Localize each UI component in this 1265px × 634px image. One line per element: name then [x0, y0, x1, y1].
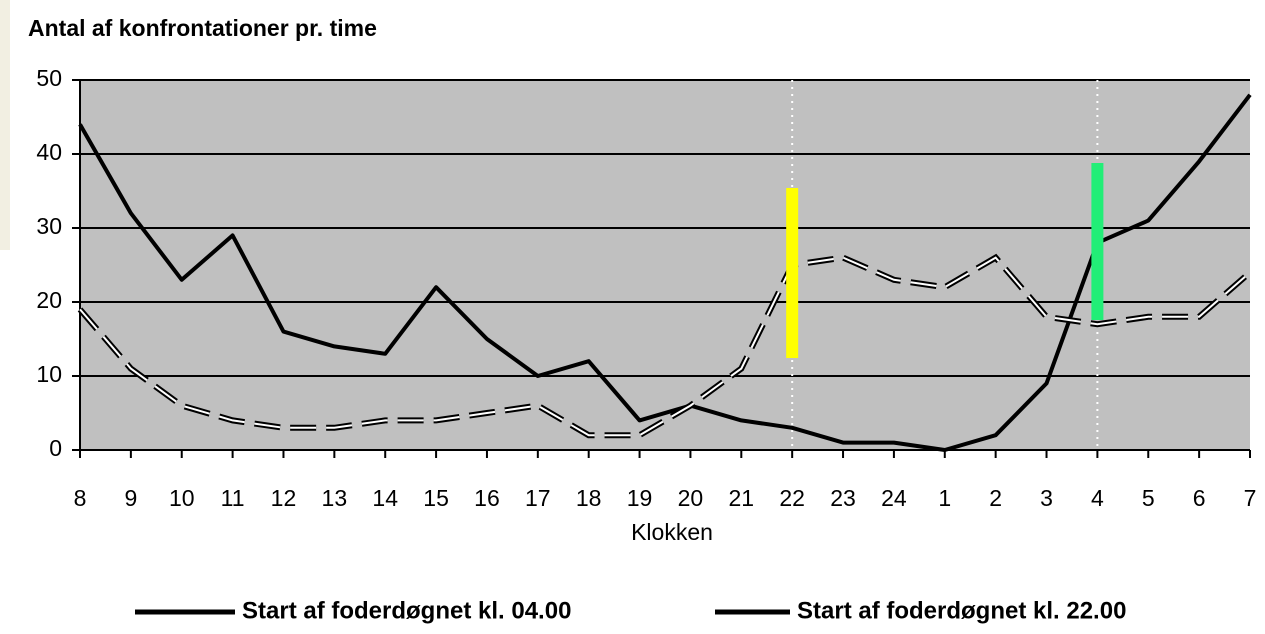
series-line-inner [79, 256, 1251, 437]
y-tick-label: 20 [36, 287, 62, 313]
y-tick-label: 30 [36, 213, 62, 239]
x-tick-label: 5 [1142, 485, 1155, 511]
x-tick-label: 14 [372, 485, 398, 511]
x-tick-label: 15 [423, 485, 449, 511]
chart-title: Antal af konfrontationer pr. time [28, 15, 377, 41]
y-tick-label: 40 [36, 139, 62, 165]
x-tick-label: 18 [576, 485, 602, 511]
side-strip [0, 0, 10, 250]
x-tick-label: 17 [525, 485, 551, 511]
plot-background [80, 80, 1250, 450]
x-tick-label: 9 [124, 485, 137, 511]
x-tick-label: 2 [989, 485, 1002, 511]
x-tick-label: 24 [881, 485, 907, 511]
x-tick-label: 12 [271, 485, 297, 511]
highlight-bar [786, 188, 799, 358]
x-tick-label: 13 [322, 485, 348, 511]
y-tick-label: 50 [36, 65, 62, 91]
highlight-bar [1091, 163, 1104, 320]
y-tick-label: 10 [36, 361, 62, 387]
x-tick-label: 21 [729, 485, 755, 511]
x-tick-label: 22 [779, 485, 805, 511]
x-tick-label: 10 [169, 485, 195, 511]
series-line [78, 93, 1252, 452]
x-tick-label: 20 [678, 485, 704, 511]
legend-label: Start af foderdøgnet kl. 04.00 [242, 597, 571, 624]
x-tick-label: 4 [1091, 485, 1104, 511]
x-tick-label: 7 [1244, 485, 1257, 511]
x-tick-label: 19 [627, 485, 653, 511]
x-tick-label: 16 [474, 485, 500, 511]
x-tick-label: 3 [1040, 485, 1053, 511]
x-tick-label: 23 [830, 485, 856, 511]
x-tick-label: 11 [221, 485, 245, 511]
legend-label: Start af foderdøgnet kl. 22.00 [797, 597, 1126, 624]
y-tick-label: 0 [49, 435, 62, 461]
x-tick-label: 6 [1193, 485, 1206, 511]
x-tick-label: 8 [74, 485, 87, 511]
x-axis-label: Klokken [631, 519, 713, 545]
x-tick-label: 1 [938, 485, 951, 511]
